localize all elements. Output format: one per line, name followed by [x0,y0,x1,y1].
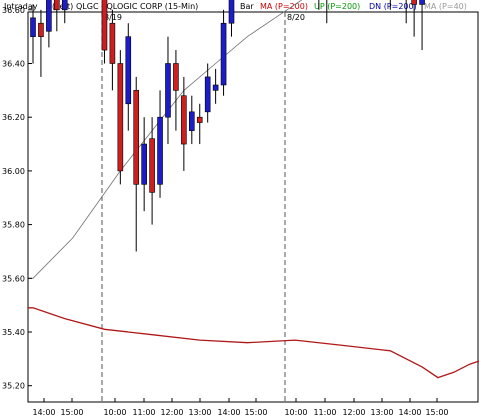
candle-up [157,116,163,185]
candle-up [220,22,227,86]
legend-dn200: DN (P=200) [369,2,417,11]
y-tick-label: 35.80 [2,221,25,230]
y-tick-label: 36.40 [2,60,25,69]
y-tick-label: 36.20 [2,113,25,122]
y-tick-label: 35.40 [2,328,25,337]
candle-up [46,0,52,32]
x-tick-label: 15:00 [425,408,448,417]
x-tick-label: 15:00 [60,408,83,417]
ma40-line [28,0,303,279]
candle-up [141,143,147,185]
candle-down [133,90,140,185]
x-tick-label: 13:00 [188,408,211,417]
x-tick-label: 14:00 [398,408,421,417]
x-tick-label: 11:00 [313,408,336,417]
candle-down [38,22,44,37]
x-tick-label: 14:00 [217,408,240,417]
header-symbol: QLGC - QLOGIC CORP (15-Min) [76,2,198,11]
x-tick-label: 10:00 [103,408,126,417]
x-tick-label: 14:00 [32,408,55,417]
candle-up [30,17,36,37]
candle-down [411,0,417,5]
candle-down [101,0,108,51]
candle-down [109,22,116,64]
candle-up [212,84,219,91]
y-tick-label: 35.60 [2,274,25,283]
legend-ma200: MA (P=200) [260,2,308,11]
plot-area [27,11,479,403]
candle-up [61,0,68,11]
candle-up [189,111,195,131]
x-tick-label: 15:00 [244,408,267,417]
legend-up200: UP (P=200) [314,2,360,11]
y-tick-label: 35.20 [2,382,25,391]
candle-up [165,63,171,118]
x-tick-label: 11:00 [132,408,155,417]
date-marker: 8/19 [104,13,122,22]
x-tick-label: 12:00 [342,408,365,417]
header-style: Bar [240,2,254,11]
x-tick-label: 10:00 [284,408,307,417]
x-tick-label: 12:00 [160,408,183,417]
header-interval: Intraday [4,2,38,11]
legend-ma40: MA (P=40) [424,2,467,11]
candle-down [173,63,179,91]
candle-up [228,0,235,24]
date-marker: 8/20 [287,13,305,22]
x-tick-label: 13:00 [370,408,393,417]
candle-up [125,36,132,105]
candle-down [196,116,203,123]
candle-down [117,63,124,172]
candle-up [419,0,425,5]
candle-down [54,0,60,11]
y-tick-label: 36.60 [2,6,25,15]
candle-down [149,138,155,193]
candle-up [204,76,211,113]
ma200-line [28,307,479,379]
y-tick-label: 36.00 [2,167,25,176]
candle-down [181,95,187,145]
